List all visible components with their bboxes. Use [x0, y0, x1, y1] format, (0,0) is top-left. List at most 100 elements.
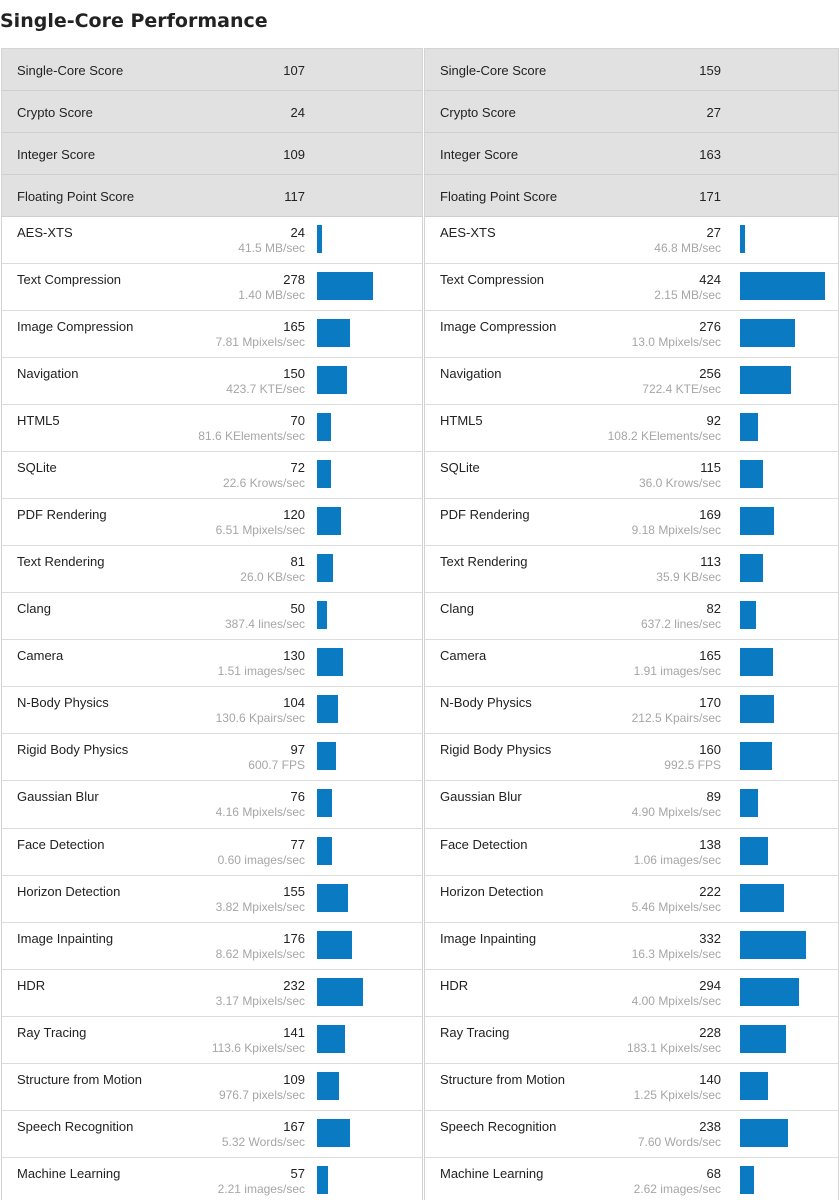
- benchmark-row: Text Compression 278 1.40 MB/sec: [2, 264, 422, 311]
- benchmark-score: 278: [283, 272, 305, 287]
- benchmark-score-bar: [317, 319, 350, 347]
- benchmark-score: 238: [699, 1119, 721, 1134]
- benchmark-name: Image Compression: [440, 319, 557, 334]
- benchmark-score-bar: [317, 978, 363, 1006]
- benchmark-score-bar: [317, 648, 343, 676]
- benchmark-score-bar: [317, 931, 352, 959]
- benchmark-row: Ray Tracing 228 183.1 Kpixels/sec: [425, 1017, 838, 1064]
- benchmark-name: HTML5: [440, 413, 483, 428]
- summary-label: Single-Core Score: [440, 63, 547, 78]
- benchmark-score: 89: [706, 789, 721, 804]
- summary-value: 27: [706, 105, 721, 120]
- benchmark-score: 57: [290, 1166, 305, 1181]
- benchmark-score-bar: [740, 931, 806, 959]
- benchmark-score: 24: [290, 225, 305, 240]
- benchmark-name: Machine Learning: [440, 1166, 544, 1181]
- benchmark-rate: 637.2 lines/sec: [640, 617, 721, 631]
- benchmark-row: Face Detection 138 1.06 images/sec: [425, 829, 838, 876]
- benchmark-row: Clang 82 637.2 lines/sec: [425, 593, 838, 640]
- benchmark-score: 104: [283, 695, 305, 710]
- benchmark-score-bar: [740, 319, 795, 347]
- benchmark-name: Image Compression: [17, 319, 134, 334]
- benchmark-score-bar: [317, 460, 331, 488]
- benchmark-row: Horizon Detection 222 5.46 Mpixels/sec: [425, 876, 838, 923]
- benchmark-name: Camera: [17, 648, 64, 663]
- benchmark-row: Speech Recognition 238 7.60 Words/sec: [425, 1111, 838, 1158]
- benchmark-row: Ray Tracing 141 113.6 Kpixels/sec: [2, 1017, 422, 1064]
- benchmark-row: HTML5 92 108.2 KElements/sec: [425, 405, 838, 452]
- summary-label: Integer Score: [440, 147, 519, 162]
- benchmark-score: 76: [290, 789, 305, 804]
- benchmark-score: 72: [290, 460, 305, 475]
- summary-label: Floating Point Score: [440, 189, 558, 204]
- benchmark-name: Text Rendering: [17, 554, 105, 569]
- benchmark-score: 113: [700, 554, 721, 569]
- benchmark-score-bar: [317, 742, 336, 770]
- benchmark-rate: 7.60 Words/sec: [637, 1135, 721, 1149]
- benchmark-score: 27: [706, 225, 721, 240]
- benchmark-score-bar: [740, 1166, 754, 1194]
- benchmark-rate: 3.82 Mpixels/sec: [215, 900, 305, 914]
- benchmark-name: AES-XTS: [440, 225, 496, 240]
- benchmark-rate: 0.60 images/sec: [217, 853, 305, 867]
- benchmark-name: Clang: [17, 601, 51, 616]
- benchmark-name: Navigation: [440, 366, 502, 381]
- benchmark-name: Horizon Detection: [17, 884, 121, 899]
- summary-value: 107: [283, 63, 305, 78]
- benchmark-score: 141: [283, 1025, 305, 1040]
- benchmark-rate: 992.5 FPS: [664, 758, 721, 772]
- summary-label: Crypto Score: [440, 105, 516, 120]
- benchmark-row: N-Body Physics 104 130.6 Kpairs/sec: [2, 687, 422, 734]
- benchmark-rate: 13.0 Mpixels/sec: [631, 335, 721, 349]
- benchmark-score-bar: [740, 742, 772, 770]
- benchmark-row: PDF Rendering 169 9.18 Mpixels/sec: [425, 499, 838, 546]
- benchmark-rate: 4.90 Mpixels/sec: [631, 805, 721, 819]
- benchmark-rate: 6.51 Mpixels/sec: [215, 523, 305, 537]
- summary-label: Integer Score: [17, 147, 96, 162]
- benchmark-rate: 81.6 KElements/sec: [198, 429, 305, 443]
- benchmark-score: 82: [706, 601, 721, 616]
- benchmark-score-bar: [317, 272, 373, 300]
- benchmark-score-bar: [317, 366, 347, 394]
- benchmark-name: Text Compression: [17, 272, 122, 287]
- benchmark-score: 294: [699, 978, 721, 993]
- benchmark-row: Rigid Body Physics 160 992.5 FPS: [425, 734, 838, 781]
- benchmark-score-bar: [740, 272, 825, 300]
- summary-value: 171: [699, 189, 721, 204]
- benchmark-score: 424: [699, 272, 721, 287]
- benchmark-score-bar: [740, 554, 763, 582]
- benchmark-score: 332: [699, 931, 721, 946]
- benchmark-score: 165: [283, 319, 305, 334]
- benchmark-score-bar: [740, 978, 799, 1006]
- benchmark-score-bar: [740, 225, 745, 253]
- benchmark-score-bar: [317, 884, 348, 912]
- benchmark-rate: 2.15 MB/sec: [654, 288, 721, 302]
- benchmark-rate: 600.7 FPS: [248, 758, 305, 772]
- benchmark-rate: 8.62 Mpixels/sec: [215, 947, 305, 961]
- benchmark-row: Machine Learning 68 2.62 images/sec: [425, 1158, 838, 1200]
- benchmark-row: Navigation 256 722.4 KTE/sec: [425, 358, 838, 405]
- benchmark-rate: 423.7 KTE/sec: [226, 382, 305, 396]
- benchmark-score-bar: [740, 366, 791, 394]
- benchmark-name: Image Inpainting: [440, 931, 537, 946]
- benchmark-score: 130: [283, 648, 305, 663]
- benchmark-row: PDF Rendering 120 6.51 Mpixels/sec: [2, 499, 422, 546]
- benchmark-rate: 722.4 KTE/sec: [642, 382, 721, 396]
- benchmark-name: N-Body Physics: [440, 695, 532, 710]
- summary-row: Floating Point Score 171: [425, 175, 838, 217]
- benchmark-score: 276: [699, 319, 721, 334]
- summary-row: Single-Core Score 107: [2, 49, 422, 91]
- benchmark-rate: 1.51 images/sec: [217, 664, 305, 678]
- benchmark-rate: 3.17 Mpixels/sec: [215, 994, 305, 1008]
- benchmark-row: Horizon Detection 155 3.82 Mpixels/sec: [2, 876, 422, 923]
- benchmark-score-bar: [317, 507, 341, 535]
- summary-label: Floating Point Score: [17, 189, 135, 204]
- benchmark-row: Text Compression 424 2.15 MB/sec: [425, 264, 838, 311]
- summary-value: 117: [284, 189, 305, 204]
- benchmark-score: 140: [699, 1072, 721, 1087]
- summary-value: 159: [699, 63, 721, 78]
- summary-row: Crypto Score 24: [2, 91, 422, 133]
- benchmark-score-bar: [740, 507, 774, 535]
- benchmark-score: 138: [699, 837, 721, 852]
- benchmark-score: 176: [283, 931, 305, 946]
